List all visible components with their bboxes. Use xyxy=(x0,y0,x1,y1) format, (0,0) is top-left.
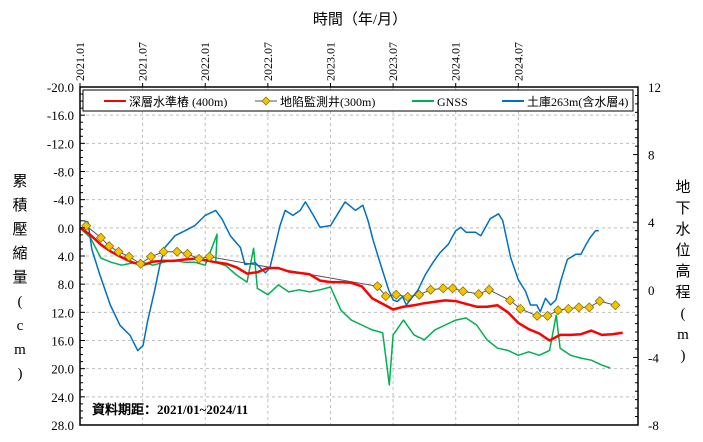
data-point-monitoring-well xyxy=(458,286,469,297)
data-point-monitoring-well xyxy=(113,246,124,257)
axis-title-char: 地 xyxy=(675,179,690,196)
data-point-monitoring-well xyxy=(380,291,391,302)
y-left-tick-label: -8.0 xyxy=(53,165,74,180)
y-right-tick-label: 12 xyxy=(648,80,661,95)
axis-title-char: 量 xyxy=(12,270,27,286)
y-left-tick-label: -12.0 xyxy=(47,136,74,151)
x-axis-title: 時間（年/月） xyxy=(313,11,407,28)
x-tick-label: 2021.07 xyxy=(136,42,150,81)
y-left-tick-label: 0.0 xyxy=(58,221,74,236)
data-point-monitoring-well xyxy=(81,220,92,231)
y-right-tick-label: 0 xyxy=(648,283,655,298)
x-tick-label: 2023.01 xyxy=(323,42,337,81)
axis-title-char: ( xyxy=(681,306,686,322)
y-left-tick-label: 8.0 xyxy=(58,277,74,292)
data-point-monitoring-well xyxy=(563,303,574,314)
y-left-tick-label: 16.0 xyxy=(51,334,74,349)
x-tick-label: 2023.07 xyxy=(386,42,400,81)
data-point-monitoring-well xyxy=(182,248,193,259)
data-point-monitoring-well xyxy=(504,295,515,306)
legend-marker-diamond xyxy=(261,96,271,106)
data-point-monitoring-well xyxy=(473,289,484,300)
axis-title-char: 積 xyxy=(12,197,27,214)
y-left-tick-label: 12.0 xyxy=(51,305,74,320)
x-tick-label: 2024.01 xyxy=(449,42,463,81)
y-left-tick-label: -4.0 xyxy=(53,193,74,208)
legend-label: GNSS xyxy=(437,95,468,109)
y-right-tick-label: -4 xyxy=(648,350,659,365)
data-point-monitoring-well xyxy=(515,303,526,314)
data-point-monitoring-well xyxy=(573,302,584,313)
data-point-monitoring-well xyxy=(391,289,402,300)
data-point-monitoring-well xyxy=(594,296,605,307)
y-right-tick-label: -8 xyxy=(648,418,659,433)
data-point-monitoring-well xyxy=(552,305,563,316)
data-point-monitoring-well xyxy=(542,310,553,321)
legend-label: 土庫263m(含水層4) xyxy=(527,94,628,109)
data-point-monitoring-well xyxy=(95,232,106,243)
axis-title-char: ) xyxy=(18,366,23,382)
y-left-tick-label: 28.0 xyxy=(51,418,74,433)
series-layer xyxy=(79,201,623,386)
axis-title-char: 縮 xyxy=(12,245,27,262)
x-tick-label: 2022.01 xyxy=(198,42,212,81)
y-right-tick-label: 4 xyxy=(648,215,655,230)
legend: 深層水準樁 (400m) 地陷監測井(300m) GNSS 土庫263m(含水層4) xyxy=(82,89,634,112)
axis-title-char: c xyxy=(17,318,24,334)
data-point-monitoring-well xyxy=(172,246,183,257)
axis-title-char: 累 xyxy=(12,174,27,190)
axis-title-char: 位 xyxy=(675,242,690,259)
data-point-monitoring-well xyxy=(532,310,543,321)
y-left-tick-label: -20.0 xyxy=(47,80,74,95)
data-point-monitoring-well xyxy=(145,251,156,262)
y-right-tick-label: 8 xyxy=(648,148,655,163)
axis-title-char: 程 xyxy=(675,284,690,301)
data-point-monitoring-well xyxy=(158,246,169,257)
axis-title-char: 壓 xyxy=(12,222,27,238)
series-line-groundwater-level xyxy=(82,201,599,352)
axis-title-char: ( xyxy=(18,294,23,310)
data-point-monitoring-well xyxy=(414,289,425,300)
data-point-monitoring-well xyxy=(372,281,383,292)
data-point-monitoring-well xyxy=(484,284,495,295)
data-point-monitoring-well xyxy=(193,253,204,264)
data-point-monitoring-well xyxy=(584,302,595,313)
axis-title-char: 水 xyxy=(675,221,690,238)
data-point-monitoring-well xyxy=(425,284,436,295)
legend-label: 深層水準樁 (400m) xyxy=(129,94,227,109)
axis-title-char: ) xyxy=(681,348,686,364)
data-point-monitoring-well xyxy=(135,258,146,269)
series-line-deep-benchmark xyxy=(79,226,623,342)
data-point-monitoring-well xyxy=(438,283,449,294)
data-point-monitoring-well xyxy=(447,283,458,294)
axis-title-char: m xyxy=(14,342,26,358)
data-period-annotation: 資料期距：2021/01~2024/11 xyxy=(92,402,248,417)
y-left-tick-label: 24.0 xyxy=(51,390,74,405)
y-left-tick-label: 4.0 xyxy=(58,249,74,264)
axes: -20.0 -16.0 -12.0 -8.0 -4.0 0.0 4.0 8.0 12.0 16.0… xyxy=(47,42,661,433)
data-point-monitoring-well xyxy=(610,300,621,311)
data-point-monitoring-well xyxy=(402,291,413,302)
data-point-monitoring-well xyxy=(204,251,215,262)
x-tick-label: 2024.07 xyxy=(511,42,525,81)
x-tick-label: 2022.07 xyxy=(261,42,275,81)
y-left-tick-label: 20.0 xyxy=(51,362,74,377)
axis-title-char: 高 xyxy=(675,263,690,280)
y-left-tick-label: -16.0 xyxy=(47,108,74,123)
data-point-monitoring-well xyxy=(104,241,115,252)
legend-label: 地陷監測井(300m) xyxy=(280,94,375,109)
data-point-monitoring-well xyxy=(124,251,135,262)
axis-title-char: m xyxy=(677,327,689,343)
axis-title-char: 下 xyxy=(675,201,690,217)
grid xyxy=(80,86,638,426)
x-tick-label: 2021.01 xyxy=(73,42,87,81)
